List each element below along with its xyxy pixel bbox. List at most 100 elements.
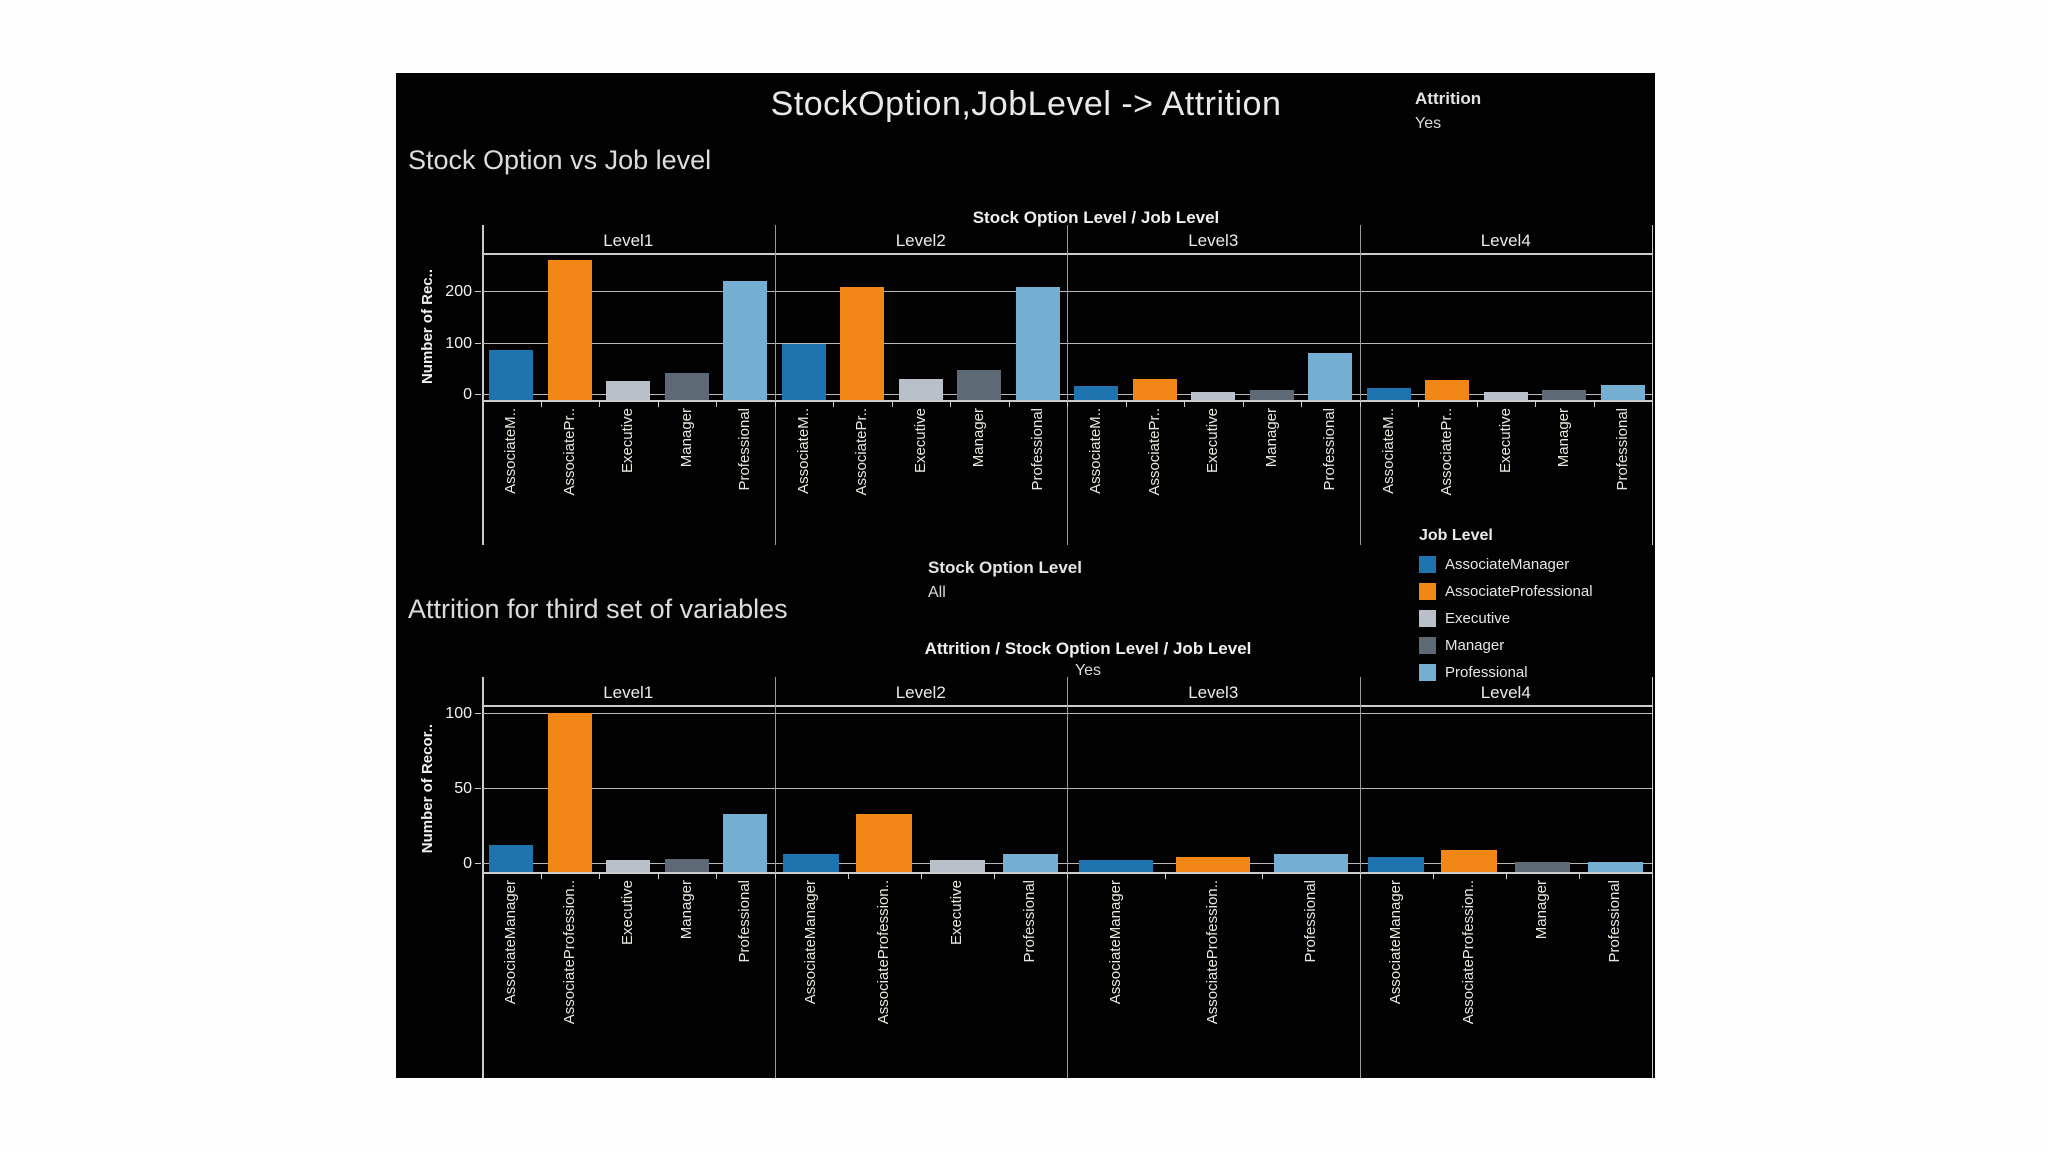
bar-AssociateProfessional[interactable] — [1425, 379, 1470, 400]
bar-Executive[interactable] — [1191, 391, 1236, 400]
x-label-AssociateProfessional: AssociateProfession.. — [560, 880, 578, 1025]
attrition-filter[interactable]: Attrition Yes — [1415, 87, 1481, 135]
chart2-column-header: Attrition / Stock Option Level / Job Lev… — [924, 639, 1252, 658]
stock-option-level-filter[interactable]: Stock Option Level All — [928, 556, 1082, 604]
bar-AssociateManager[interactable] — [783, 854, 839, 872]
stock-option-filter-value[interactable]: All — [928, 583, 946, 601]
bar-Executive[interactable] — [1483, 392, 1528, 400]
x-label-AssociateProfessional: AssociateProfession.. — [1204, 880, 1221, 1025]
bar-AssociateManager[interactable] — [489, 350, 534, 400]
panel-header-Level2: Level2 — [895, 231, 946, 250]
panel-separator — [1067, 225, 1068, 545]
bar-Manager[interactable] — [1542, 389, 1587, 400]
bar-Professional[interactable] — [1015, 287, 1060, 400]
y-tick — [475, 394, 481, 395]
chart2-subheader-yes: Yes — [1074, 662, 1102, 679]
bar-Professional[interactable] — [1600, 385, 1645, 400]
legend-item-Executive[interactable]: Executive — [1419, 605, 1593, 632]
dashboard-title: StockOption,JobLevel -> Attrition — [770, 85, 1282, 123]
x-tick — [1008, 401, 1010, 407]
bar-Professional[interactable] — [1308, 352, 1353, 400]
y-tick-label: 50 — [454, 780, 472, 797]
x-label-slot: AssociateProfession.. — [1165, 880, 1263, 1076]
y-tick-label: 100 — [445, 705, 472, 722]
bar-AssociateManager[interactable] — [1368, 857, 1424, 872]
legend-swatch-icon — [1419, 556, 1436, 573]
plot-right-border — [1652, 677, 1653, 1078]
bar-Manager[interactable] — [957, 369, 1002, 400]
x-label-slot: Professional — [716, 880, 775, 1076]
y-tick-label: 0 — [463, 386, 472, 403]
bar-Executive[interactable] — [606, 860, 651, 872]
bar-Professional[interactable] — [1002, 854, 1059, 872]
panel-header-Level1: Level1 — [603, 683, 654, 702]
x-tick — [1578, 873, 1580, 879]
x-label-slot: AssociateManager — [775, 880, 848, 1076]
legend-item-Manager[interactable]: Manager — [1419, 632, 1593, 659]
panel-header-Level1: Level1 — [603, 231, 654, 250]
x-tick — [599, 401, 600, 407]
bar-AssociateProfessional[interactable] — [1132, 378, 1177, 400]
bar-AssociateProfessional[interactable] — [856, 813, 912, 872]
y-tick — [475, 342, 481, 344]
bar-AssociateProfessional[interactable] — [1176, 857, 1251, 872]
chart1-column-header: Stock Option Level / Job Level — [972, 208, 1220, 227]
bar-AssociateManager[interactable] — [1074, 386, 1119, 400]
panel-header-Level4: Level4 — [1480, 683, 1531, 702]
x-tick — [891, 401, 893, 407]
x-tick — [716, 873, 717, 879]
bar-Professional[interactable] — [1587, 861, 1644, 872]
x-label-slot: Executive — [599, 880, 658, 1076]
bar-Manager[interactable] — [1514, 861, 1571, 872]
x-label-AssociateProfessional: AssociateProfession.. — [1459, 880, 1477, 1025]
y-tick — [475, 863, 481, 864]
bar-AssociateManager[interactable] — [1078, 860, 1153, 872]
bar-Manager[interactable] — [664, 373, 709, 400]
x-label-AssociateManager: AssociateManager — [502, 880, 519, 1005]
panel-header-Level2: Level2 — [895, 683, 946, 702]
legend-item-AssociateProfessional[interactable]: AssociateProfessional — [1419, 578, 1593, 605]
x-label-slot: AssociateProfession.. — [541, 880, 600, 1076]
bar-AssociateProfessional[interactable] — [547, 259, 592, 400]
plot-right-border — [1652, 225, 1653, 545]
bar-Professional[interactable] — [723, 813, 768, 872]
x-tick — [1432, 873, 1434, 879]
x-tick — [482, 873, 483, 879]
legend-item-AssociateManager[interactable]: AssociateManager — [1419, 551, 1593, 578]
bar-AssociateProfessional[interactable] — [547, 713, 592, 872]
x-tick — [1535, 401, 1536, 407]
bar-Manager[interactable] — [664, 858, 709, 872]
bar-AssociateProfessional[interactable] — [840, 287, 885, 400]
bar-Professional[interactable] — [1273, 854, 1348, 872]
x-label-AssociateManager: AssociateManager — [801, 880, 819, 1005]
x-label-slot: AssociateProfession.. — [848, 880, 921, 1076]
legend-item-Professional[interactable]: Professional — [1419, 659, 1593, 686]
y-tick — [475, 291, 481, 292]
x-label-slot: Professional — [1579, 880, 1652, 1076]
x-tick — [1125, 401, 1127, 407]
x-tick — [540, 873, 542, 879]
bar-Executive[interactable] — [898, 378, 943, 400]
x-tick — [774, 401, 776, 407]
x-tick — [1262, 873, 1263, 879]
bar-Professional[interactable] — [723, 280, 768, 400]
bar-Executive[interactable] — [929, 860, 986, 872]
panel-header-Level3: Level3 — [1188, 231, 1239, 250]
legend-item-label: Professional — [1445, 664, 1528, 681]
bar-Manager[interactable] — [1249, 389, 1294, 400]
x-tick — [833, 401, 834, 407]
bar-AssociateManager[interactable] — [489, 845, 534, 872]
bar-AssociateManager[interactable] — [781, 344, 826, 400]
bar-Executive[interactable] — [606, 381, 651, 400]
bar-AssociateManager[interactable] — [1366, 387, 1411, 400]
x-tick — [1359, 873, 1361, 879]
legend-title: Job Level — [1419, 527, 1493, 544]
y-tick-label: 100 — [445, 334, 472, 352]
x-tick — [993, 873, 995, 879]
panel-separator — [1359, 225, 1361, 545]
attrition-filter-value[interactable]: Yes — [1415, 114, 1442, 132]
x-label-Executive: Executive — [619, 880, 636, 946]
chart1-title: Stock Option vs Job level — [408, 145, 712, 175]
bar-AssociateProfessional[interactable] — [1441, 849, 1497, 872]
x-label-slot: Professional — [1262, 880, 1360, 1076]
